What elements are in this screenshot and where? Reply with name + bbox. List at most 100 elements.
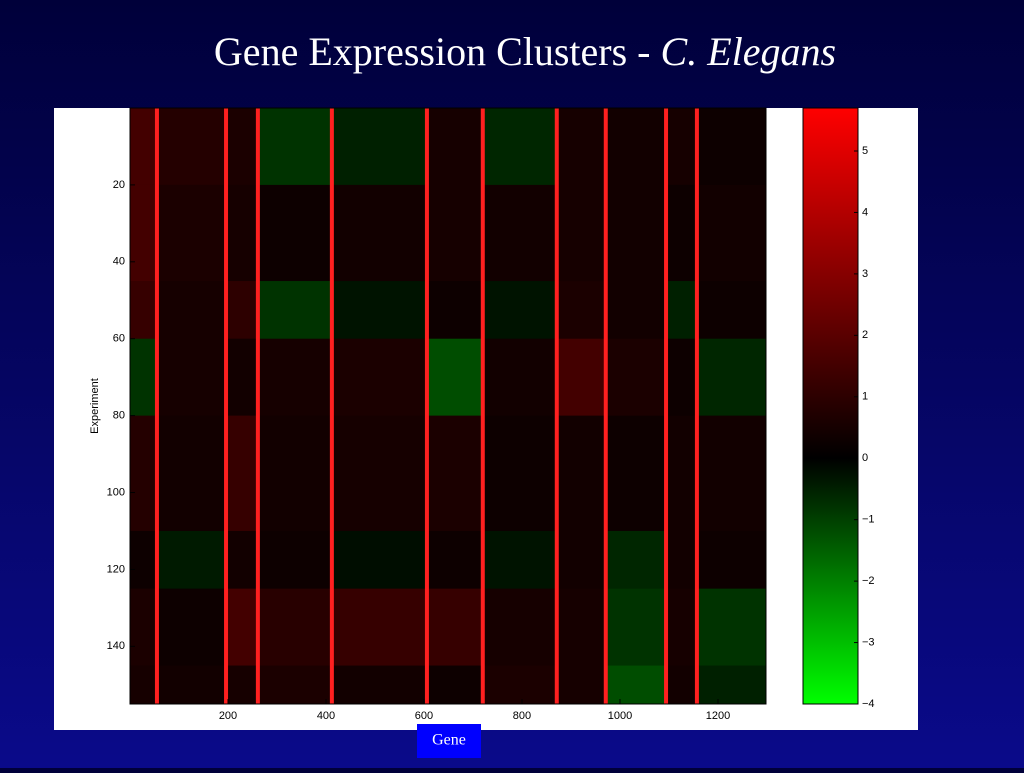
heatmap-cell: [226, 108, 259, 186]
colorbar-tick-label: −3: [862, 636, 875, 648]
heatmap-cell: [257, 338, 333, 417]
heatmap-cell: [605, 588, 667, 667]
x-axis-label: Gene: [432, 732, 466, 749]
heatmap-cell: [482, 530, 558, 590]
heatmap-cell: [130, 108, 158, 186]
heatmap-cell: [556, 108, 607, 186]
heatmap-cell: [156, 108, 227, 186]
x-tick-label: 200: [219, 710, 237, 722]
heatmap-cell: [696, 665, 767, 705]
colorbar-tick-label: 3: [862, 268, 868, 280]
heatmap-cell: [130, 665, 158, 705]
heatmap-cell: [605, 415, 667, 532]
heatmap-cell: [666, 108, 698, 186]
heatmap-cell: [156, 281, 227, 340]
y-tick-label: 60: [113, 333, 125, 345]
heatmap-cell: [257, 108, 333, 186]
colorbar-tick-label: 5: [862, 145, 868, 157]
heatmap-cell: [426, 184, 484, 282]
heatmap-cell: [556, 665, 607, 705]
heatmap-cell: [605, 108, 667, 186]
heatmap-cell: [257, 530, 333, 590]
heatmap-cell: [696, 108, 767, 186]
heatmap-cell: [556, 415, 607, 532]
heatmap-cell: [226, 588, 259, 667]
heatmap-cell: [426, 108, 484, 186]
colorbar: [802, 107, 859, 705]
heatmap-cell: [666, 665, 698, 705]
heatmap-cell: [696, 530, 767, 590]
y-axis-label: Experiment: [89, 378, 101, 434]
heatmap-cell: [556, 530, 607, 590]
heatmap-cell: [556, 281, 607, 340]
heatmap-cell: [130, 281, 158, 340]
heatmap-cell: [556, 338, 607, 417]
heatmap-cell: [226, 184, 259, 282]
plot-frame: [129, 107, 767, 705]
heatmap-cell: [605, 184, 667, 282]
heatmap-cell: [426, 338, 484, 417]
heatmap-cell: [156, 338, 227, 417]
heatmap-cell: [482, 108, 558, 186]
heatmap-cell: [130, 184, 158, 282]
heatmap-cell: [666, 338, 698, 417]
heatmap-cell: [257, 415, 333, 532]
heatmap-cell: [331, 108, 428, 186]
colorbar-tick-label: 2: [862, 329, 868, 341]
heatmap-cell: [331, 588, 428, 667]
heatmap-cell: [331, 338, 428, 417]
colorbar-tick-label: 0: [862, 452, 868, 464]
heatmap-cell: [666, 415, 698, 532]
heatmap-cell: [696, 184, 767, 282]
heatmap-cell: [666, 588, 698, 667]
heatmap-cell: [426, 415, 484, 532]
heatmap-cell: [130, 338, 158, 417]
x-tick-label: 1200: [706, 710, 730, 722]
heatmap-cell: [130, 415, 158, 532]
heatmap-cell: [226, 665, 259, 705]
y-tick-label: 80: [113, 410, 125, 422]
heatmap-cell: [257, 588, 333, 667]
heatmap-cell: [605, 665, 667, 705]
heatmap-cell: [257, 281, 333, 340]
y-tick-label: 40: [113, 256, 125, 268]
heatmap-cell: [482, 588, 558, 667]
heatmap-cell: [331, 184, 428, 282]
heatmap-cell: [426, 530, 484, 590]
y-tick-label: 100: [107, 486, 125, 498]
heatmap-cell: [426, 665, 484, 705]
heatmap-cell: [605, 338, 667, 417]
heatmap-cell: [156, 184, 227, 282]
colorbar-tick-label: −1: [862, 514, 875, 526]
heatmap-cell: [257, 665, 333, 705]
heatmap-cell: [696, 281, 767, 340]
heatmap-cell: [156, 415, 227, 532]
heatmap-cell: [556, 184, 607, 282]
slide-title: Gene Expression Clusters - C. Elegans: [214, 29, 836, 74]
heatmap-cell: [331, 415, 428, 532]
heatmap-cell: [696, 338, 767, 417]
heatmap-cell: [482, 281, 558, 340]
heatmap-cell: [666, 281, 698, 340]
x-label-box: [417, 724, 481, 758]
title-italic: C. Elegans: [661, 29, 837, 74]
heatmap-cell: [426, 281, 484, 340]
heatmap-cell: [226, 415, 259, 532]
heatmap-cell: [226, 338, 259, 417]
x-tick-label: 400: [317, 710, 335, 722]
heatmap-cell: [696, 588, 767, 667]
y-tick-label: 140: [107, 640, 125, 652]
y-tick-label: 20: [113, 179, 125, 191]
heatmap-cell: [130, 588, 158, 667]
heatmap-cell: [331, 665, 428, 705]
heatmap-cell: [666, 530, 698, 590]
x-tick-label: 800: [513, 710, 531, 722]
heatmap-cell: [226, 530, 259, 590]
heatmap-cell: [226, 281, 259, 340]
colorbar-tick-label: 1: [862, 391, 868, 403]
heatmap-cell: [666, 184, 698, 282]
heatmap-cell: [605, 281, 667, 340]
y-tick-label: 120: [107, 563, 125, 575]
